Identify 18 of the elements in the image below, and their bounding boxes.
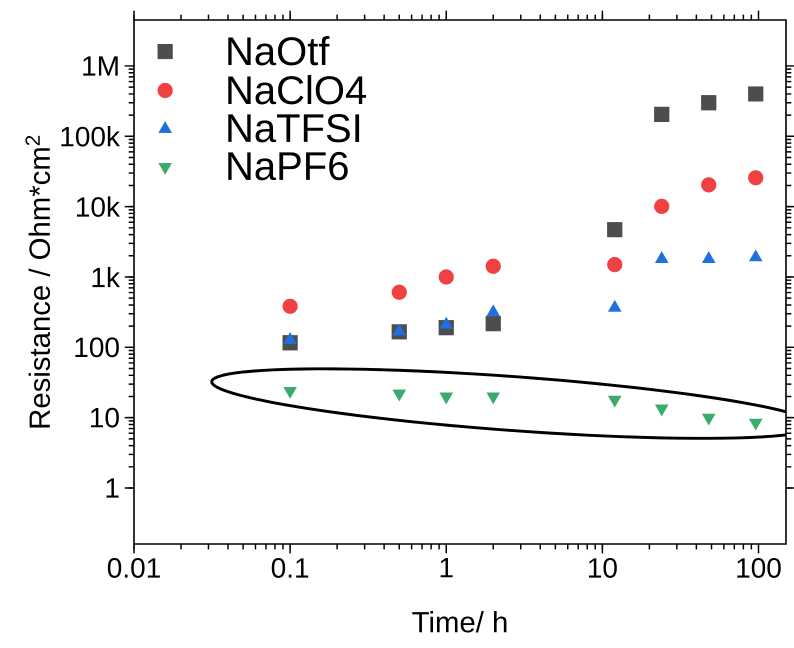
x-tick-label: 0.01	[108, 558, 160, 578]
y-tick-label: 10k	[76, 196, 120, 217]
y-tick-label: 10	[90, 408, 119, 428]
legend-label: NaTFSI	[228, 114, 360, 142]
legend-label: NaClO4	[228, 75, 366, 104]
x-tick-label: 0.1	[272, 558, 308, 578]
y-tick-label: 100k	[61, 126, 120, 147]
legend-label: NaOtf	[228, 36, 330, 66]
y-axis-title: Resistance / Ohm*cm$^{2}$	[25, 136, 50, 428]
x-tick-label: 1	[440, 558, 453, 578]
y-tick-label: 1	[106, 478, 119, 498]
x-tick-label: 10	[588, 558, 617, 578]
y-tick-label: 1M	[83, 56, 118, 76]
x-axis-title: Time/ h	[412, 611, 506, 633]
y-tick-label: 100	[75, 337, 119, 358]
legend-label: NaPF6	[228, 152, 348, 180]
x-tick-label: 100	[737, 558, 781, 578]
y-tick-label: 1k	[92, 266, 120, 288]
